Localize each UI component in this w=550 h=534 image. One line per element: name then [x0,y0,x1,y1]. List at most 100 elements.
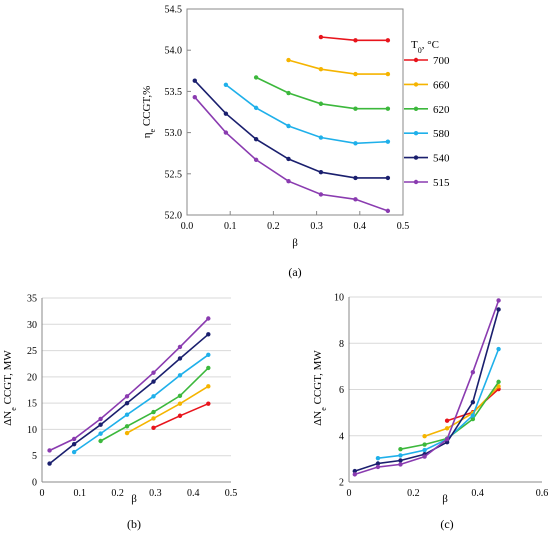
chart-c-series-540-point [375,461,381,466]
chart-c-ylabel: ΔNe CCGT, MW [312,350,328,426]
chart-b-series-620-point [177,393,183,398]
chart-c-ytick-label: 6 [339,385,344,396]
chart-c-series-515-point [444,437,450,442]
chart-c-series-620-point [398,446,403,452]
chart-a-series-660-point [353,71,358,77]
chart-a-legend: 700 660 620 580 540 515 [404,55,450,189]
chart-c-series-515-point [470,369,476,375]
chart-a-series-515-point [385,208,391,214]
chart-a-series-580-point [385,139,391,144]
chart-c-series-620-point [422,442,427,447]
chart-b-series-580-point [98,431,103,436]
chart-a-series-700-point [318,34,324,40]
chart-a-ytick-label: 54.5 [165,5,183,16]
chart-a-xtick-label: 0.1 [224,221,237,232]
chart-b-ytick-label: 0 [32,478,37,489]
chart-a-series-660-point [385,71,391,77]
chart-b-series-540-point [71,441,77,447]
chart-b-series-700-point [151,425,156,431]
chart-c-series-700-point [444,418,450,423]
chart-c-series-540-line [354,309,500,472]
chart-a-series-540-point [286,156,291,162]
chart-c-series-515-point [375,464,381,470]
chart-a-xlabel: β [292,237,298,249]
chart-c-xtick-label: 0.2 [407,488,420,499]
chart-c-series-515-point [398,462,403,467]
chart-c-series-580-point [470,413,476,418]
chart-a-series-515-point [318,192,324,197]
chart-c-series-660-line [424,385,500,437]
chart-a-xtick-label: 0.0 [181,221,194,232]
chart-b-xtick-label: 0 [40,488,45,499]
chart-c-xlabel: β [442,493,448,505]
chart-b-series-580-point [177,373,183,378]
chart-b-ytick-label: 25 [27,346,37,357]
chart-c-series-580-line [377,348,500,459]
chart-a-plot-frame [186,8,404,216]
legend-marker-660 [413,82,419,87]
chart-c-series-580-point [398,453,403,458]
chart-a-series-515-line [194,96,389,212]
legend-marker-540 [413,155,419,160]
chart-b-series-660-point [151,416,156,421]
chart-b-caption: (b) [127,517,141,531]
chart-c-series-620-point [470,416,476,422]
chart-a-series-515-point [286,179,291,184]
chart-b-series-540-point [151,379,156,384]
chart-a-series-515-point [223,130,229,135]
chart-c-series-540-point [470,400,476,405]
chart-a-series-580-point [253,105,259,111]
chart-b-series-580-point [151,394,156,399]
chart-c-ytick-label: 10 [334,293,344,304]
chart-b-xtick-label: 0.3 [149,488,162,499]
legend-marker-580 [413,131,419,136]
chart-c: 0 0.2 0.4 0.6 2 4 6 8 10 β ΔNe CCGT, MW (c) [312,293,548,532]
chart-a-ytick-label: 53.5 [165,87,183,98]
chart-a-ytick-label: 54.0 [165,46,183,57]
chart-b-series-660-point [206,384,211,389]
chart-b-series-620-point [124,424,130,429]
chart-c-series-540-point [496,307,501,312]
chart-b-series-515-point [206,316,211,321]
chart-b-series-700-point [177,413,183,418]
chart-b-series-580-line [73,354,209,453]
chart-a-caption: (a) [288,265,301,279]
chart-a-series-540-point [385,175,391,181]
chart-b-series-620-point [151,409,156,415]
legend-label-700: 700 [433,55,450,67]
chart-c-xtick-label: 0.4 [471,488,484,499]
chart-b-ytick-label: 15 [27,399,37,410]
chart-a-xtick-label: 0.2 [267,221,280,232]
chart-a-series-620-point [353,106,358,111]
chart-b-series-620-point [98,438,103,444]
chart-b-series-515-point [47,448,52,453]
chart-b-series-515-line [49,317,209,452]
legend-label-580: 580 [433,128,450,140]
chart-a-series-660-line [288,59,388,75]
legend-marker-620 [413,106,419,112]
legend-label-540: 540 [433,153,450,165]
chart-c-series-540-point [398,458,403,463]
chart-b-series-580-point [71,449,77,455]
chart-b-series-660-line [126,385,209,434]
chart-a-xtick-label: 0.5 [397,221,410,232]
chart-b: 0 0.1 0.2 0.3 0.4 0.5 0 5 10 15 20 25 30 35 β ΔNe CC… [2,294,237,532]
chart-c-series-660-point [496,384,501,389]
chart-a-series-580-point [223,82,229,88]
chart-a: 0.0 0.1 0.2 0.3 0.4 0.5 52.0 52.5 53.0 53.5 54.0 5… [141,5,450,280]
chart-b-series-540-point [177,356,183,361]
chart-c-xtick-label: 0.6 [536,488,549,499]
chart-c-series-540-point [444,440,450,445]
chart-a-series-515-point [192,94,197,100]
chart-a-series-540-point [223,111,229,116]
legend-label-515: 515 [433,177,450,189]
chart-a-series-620-point [286,90,291,96]
chart-a-xtick-label: 0.4 [354,221,367,232]
chart-b-series-515-point [151,370,156,375]
legend-label-620: 620 [433,104,450,116]
chart-b-series-580-point [206,352,211,357]
chart-c-ytick-label: 2 [339,478,344,489]
chart-b-series-540-point [98,422,103,427]
chart-b-ytick-label: 5 [32,451,37,462]
chart-a-series-515-point [353,197,358,202]
